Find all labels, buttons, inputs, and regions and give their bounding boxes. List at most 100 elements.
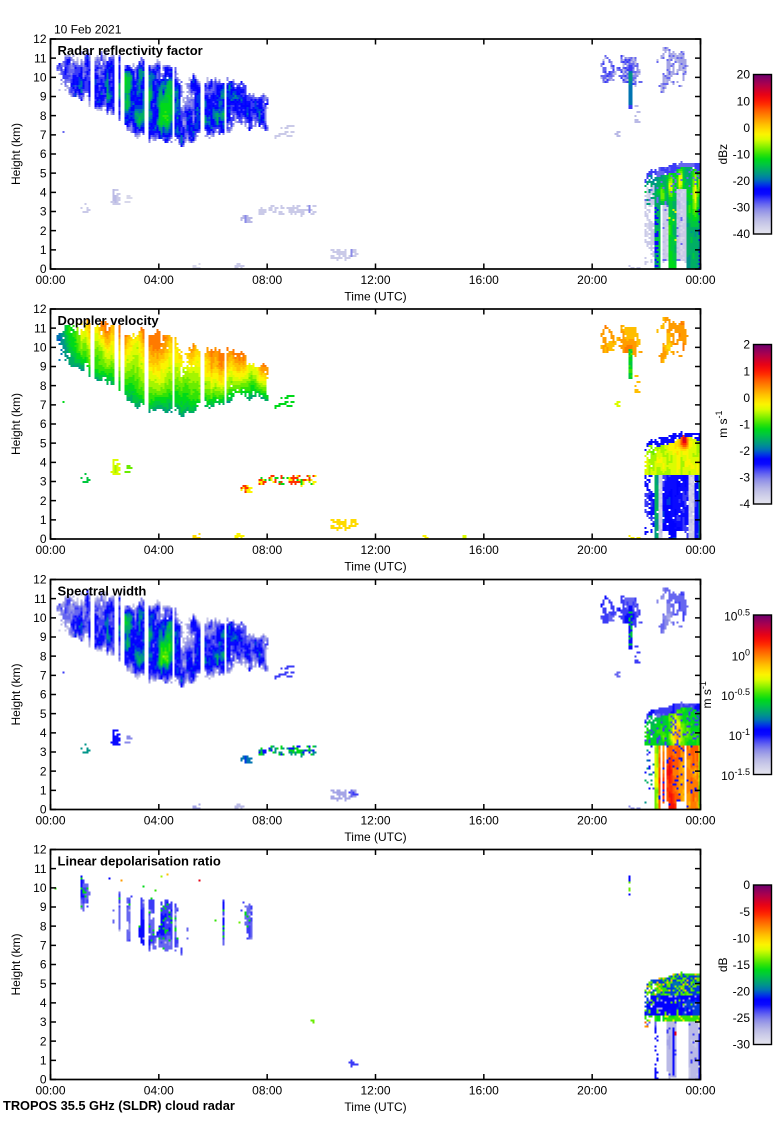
svg-text:Height (km): Height (km) bbox=[9, 393, 23, 455]
svg-text:TROPOS 35.5 GHz (SLDR) cloud r: TROPOS 35.5 GHz (SLDR) cloud radar bbox=[3, 1098, 235, 1113]
svg-text:16:00: 16:00 bbox=[469, 814, 499, 828]
svg-text:-3: -3 bbox=[739, 471, 750, 485]
svg-text:-15: -15 bbox=[733, 958, 751, 972]
svg-text:6: 6 bbox=[40, 688, 47, 702]
svg-text:-40: -40 bbox=[733, 227, 751, 241]
svg-text:12:00: 12:00 bbox=[360, 1084, 390, 1098]
svg-text:00:00: 00:00 bbox=[685, 273, 715, 287]
svg-text:1: 1 bbox=[40, 513, 47, 527]
svg-text:Time (UTC): Time (UTC) bbox=[344, 830, 406, 844]
svg-text:04:00: 04:00 bbox=[144, 543, 174, 557]
svg-text:Radar reflectivity factor: Radar reflectivity factor bbox=[58, 43, 203, 58]
svg-text:12:00: 12:00 bbox=[360, 273, 390, 287]
svg-text:0: 0 bbox=[743, 121, 750, 135]
svg-text:dB: dB bbox=[716, 957, 730, 972]
svg-text:-10: -10 bbox=[733, 931, 751, 945]
svg-text:5: 5 bbox=[40, 166, 47, 180]
svg-text:0: 0 bbox=[743, 878, 750, 892]
svg-text:dBz: dBz bbox=[716, 144, 730, 165]
svg-text:0: 0 bbox=[40, 262, 47, 276]
svg-text:-1: -1 bbox=[739, 417, 750, 431]
svg-text:00:00: 00:00 bbox=[685, 1084, 715, 1098]
svg-text:2: 2 bbox=[40, 494, 47, 508]
svg-text:9: 9 bbox=[40, 900, 47, 914]
svg-text:Height (km): Height (km) bbox=[9, 123, 23, 185]
svg-text:-4: -4 bbox=[739, 497, 750, 511]
svg-text:0: 0 bbox=[40, 803, 47, 817]
svg-text:20:00: 20:00 bbox=[577, 273, 607, 287]
svg-text:0: 0 bbox=[40, 532, 47, 546]
svg-text:20:00: 20:00 bbox=[577, 1084, 607, 1098]
svg-text:1: 1 bbox=[40, 243, 47, 257]
svg-text:5: 5 bbox=[40, 707, 47, 721]
svg-text:2: 2 bbox=[40, 764, 47, 778]
svg-text:04:00: 04:00 bbox=[144, 814, 174, 828]
svg-text:04:00: 04:00 bbox=[144, 1084, 174, 1098]
svg-text:8: 8 bbox=[40, 919, 47, 933]
svg-text:08:00: 08:00 bbox=[252, 273, 282, 287]
svg-text:00:00: 00:00 bbox=[35, 814, 65, 828]
svg-text:10: 10 bbox=[33, 341, 47, 355]
svg-text:12:00: 12:00 bbox=[360, 543, 390, 557]
svg-text:12: 12 bbox=[33, 302, 47, 316]
svg-text:16:00: 16:00 bbox=[469, 273, 499, 287]
svg-text:1: 1 bbox=[743, 364, 750, 378]
svg-text:4: 4 bbox=[40, 456, 47, 470]
svg-text:-5: -5 bbox=[739, 905, 750, 919]
svg-text:16:00: 16:00 bbox=[469, 543, 499, 557]
svg-text:-10: -10 bbox=[733, 147, 751, 161]
svg-text:Spectral width: Spectral width bbox=[58, 584, 147, 599]
svg-text:11: 11 bbox=[34, 592, 47, 606]
svg-text:Doppler velocity: Doppler velocity bbox=[58, 313, 160, 328]
svg-text:10: 10 bbox=[33, 71, 47, 85]
svg-text:2: 2 bbox=[743, 338, 750, 352]
svg-text:00:00: 00:00 bbox=[685, 543, 715, 557]
svg-text:11: 11 bbox=[34, 321, 47, 335]
svg-text:3: 3 bbox=[40, 475, 47, 489]
svg-text:Time (UTC): Time (UTC) bbox=[344, 560, 406, 574]
svg-text:08:00: 08:00 bbox=[252, 814, 282, 828]
svg-text:6: 6 bbox=[40, 417, 47, 431]
svg-text:7: 7 bbox=[40, 398, 47, 412]
svg-text:9: 9 bbox=[40, 90, 47, 104]
svg-text:-20: -20 bbox=[733, 174, 751, 188]
svg-text:5: 5 bbox=[40, 977, 47, 991]
svg-text:12:00: 12:00 bbox=[360, 814, 390, 828]
svg-text:16:00: 16:00 bbox=[469, 1084, 499, 1098]
svg-text:2: 2 bbox=[40, 224, 47, 238]
svg-text:10: 10 bbox=[737, 94, 751, 108]
svg-text:Time (UTC): Time (UTC) bbox=[344, 1100, 406, 1114]
svg-text:2: 2 bbox=[40, 1034, 47, 1048]
svg-text:0: 0 bbox=[743, 391, 750, 405]
svg-text:00:00: 00:00 bbox=[35, 543, 65, 557]
svg-text:04:00: 04:00 bbox=[144, 273, 174, 287]
svg-text:8: 8 bbox=[40, 109, 47, 123]
svg-text:-30: -30 bbox=[733, 201, 751, 215]
svg-text:1: 1 bbox=[40, 784, 47, 798]
svg-text:20:00: 20:00 bbox=[577, 814, 607, 828]
svg-text:11: 11 bbox=[34, 51, 47, 65]
svg-text:Time (UTC): Time (UTC) bbox=[344, 290, 406, 304]
svg-text:Height (km): Height (km) bbox=[9, 663, 23, 725]
svg-text:9: 9 bbox=[40, 630, 47, 644]
svg-text:08:00: 08:00 bbox=[252, 543, 282, 557]
svg-text:-30: -30 bbox=[733, 1038, 751, 1052]
svg-text:0: 0 bbox=[40, 1073, 47, 1087]
svg-text:6: 6 bbox=[40, 958, 47, 972]
svg-text:7: 7 bbox=[40, 939, 47, 953]
svg-text:00:00: 00:00 bbox=[685, 814, 715, 828]
svg-text:5: 5 bbox=[40, 436, 47, 450]
svg-text:4: 4 bbox=[40, 996, 47, 1010]
svg-text:-25: -25 bbox=[733, 1011, 751, 1025]
svg-text:20: 20 bbox=[737, 68, 751, 82]
svg-text:6: 6 bbox=[40, 147, 47, 161]
svg-text:-20: -20 bbox=[733, 985, 751, 999]
svg-text:7: 7 bbox=[40, 128, 47, 142]
svg-text:12: 12 bbox=[33, 843, 47, 857]
svg-text:4: 4 bbox=[40, 186, 47, 200]
svg-text:10: 10 bbox=[33, 881, 47, 895]
svg-text:-2: -2 bbox=[739, 444, 750, 458]
svg-text:Linear depolarisation ratio: Linear depolarisation ratio bbox=[58, 854, 221, 869]
svg-text:12: 12 bbox=[33, 573, 47, 587]
svg-text:3: 3 bbox=[40, 1015, 47, 1029]
